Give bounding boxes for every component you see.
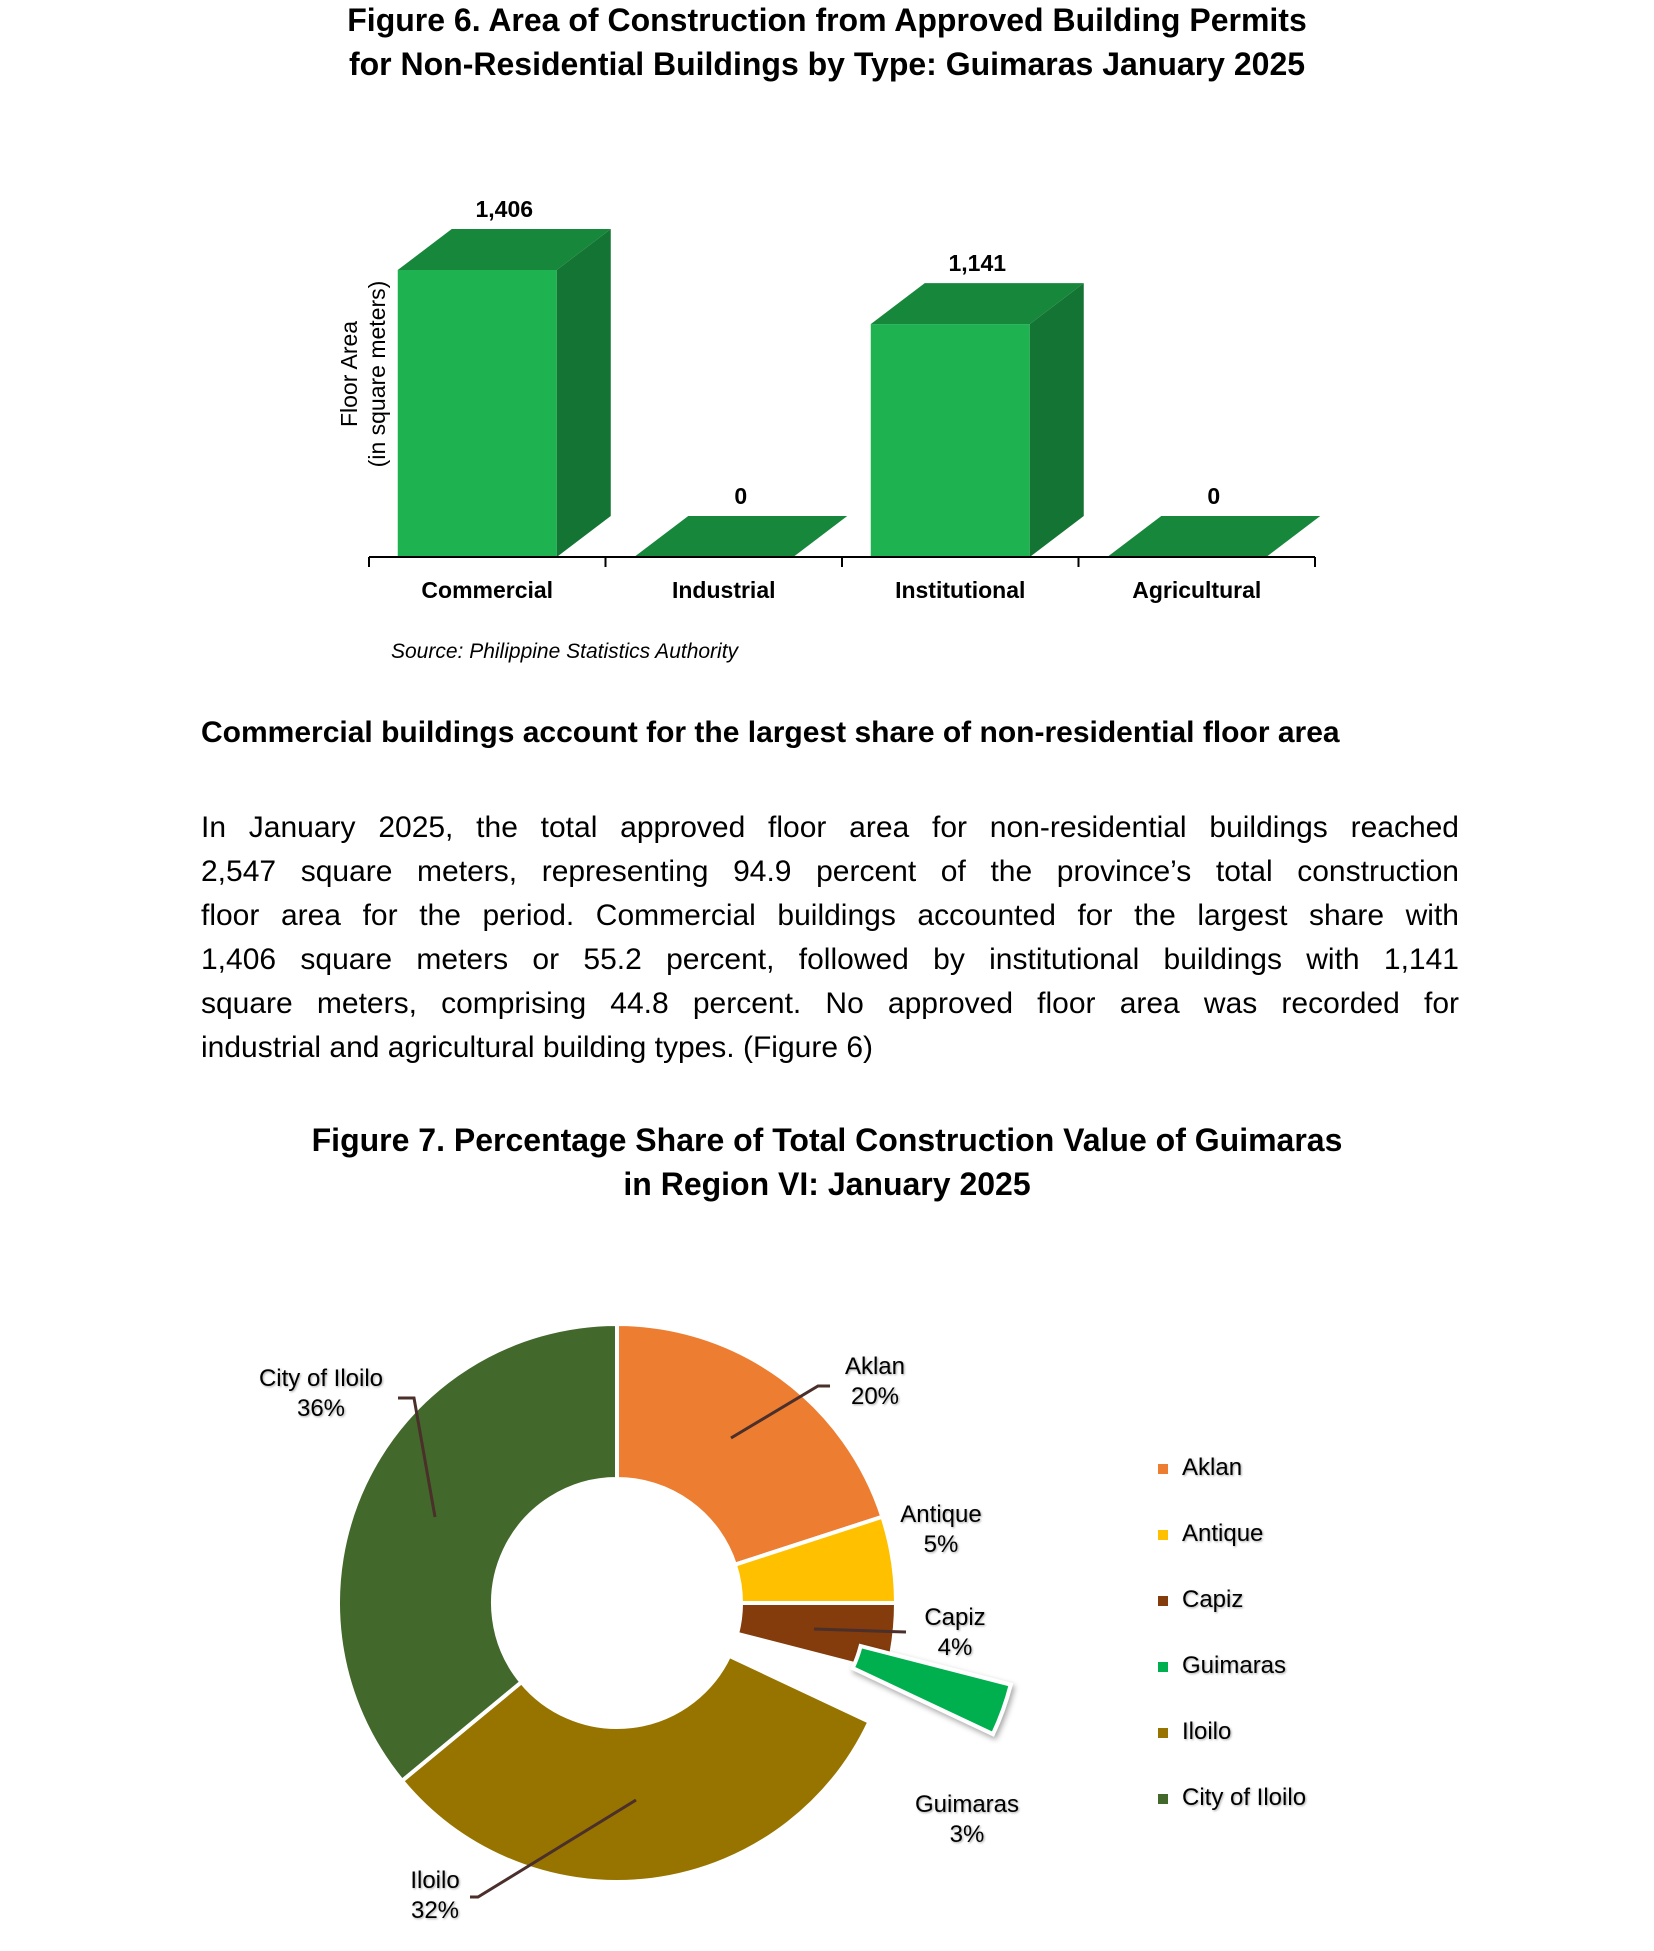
legend-swatch xyxy=(1158,1596,1168,1606)
bar-value-label: 1,406 xyxy=(475,196,533,222)
slice-iloilo xyxy=(399,1653,873,1884)
legend-swatch xyxy=(1158,1464,1168,1474)
slice-label-city-of-iloilo: City of Iloilo 36% xyxy=(259,1365,383,1422)
figure7-title-line2: in Region VI: January 2025 xyxy=(623,1166,1031,1202)
figure7-title: Figure 7. Percentage Share of Total Cons… xyxy=(0,1118,1654,1206)
slice-antique xyxy=(732,1514,899,1605)
bar-top xyxy=(397,229,611,270)
bar-front xyxy=(397,270,557,557)
bar-value-label: 0 xyxy=(1207,483,1220,509)
bar-agricultural: 0 Agricultural xyxy=(1107,483,1321,603)
slice-label-value: 4% xyxy=(938,1634,973,1661)
legend-label: Capiz xyxy=(1182,1586,1244,1613)
slice-label-capiz: Capiz 4% xyxy=(924,1604,985,1661)
slice-label-name: Capiz xyxy=(924,1604,985,1631)
bar-value-label: 1,141 xyxy=(948,250,1006,276)
leader-line xyxy=(813,1627,907,1634)
bar-front xyxy=(870,324,1030,557)
leader-lines xyxy=(398,1384,907,1899)
slice-capiz xyxy=(734,1601,899,1675)
slice-label-guimaras: Guimaras 3% xyxy=(915,1791,1019,1848)
chart-source: Source: Philippine Statistics Authority xyxy=(391,640,739,663)
slice-label-value: 5% xyxy=(924,1531,959,1558)
x-axis-ticks xyxy=(368,557,1316,567)
paragraph-line: 2,547 square meters, representing 94.9 p… xyxy=(201,855,1459,888)
slice-layer xyxy=(336,1321,1014,1884)
figure7-title-line1: Figure 7. Percentage Share of Total Cons… xyxy=(311,1122,1343,1158)
paragraph-line: In January 2025, the total approved floo… xyxy=(201,811,1459,844)
legend-label: Guimaras xyxy=(1182,1652,1287,1679)
legend-swatch xyxy=(1158,1662,1168,1672)
x-tick-label: Agricultural xyxy=(1132,577,1261,603)
legend-item: Capiz xyxy=(1158,1586,1306,1652)
legend-item: Aklan xyxy=(1158,1454,1306,1520)
bar-layer: 1,406 Commercial 0 Industrial 1,141 Instituti… xyxy=(397,196,1321,603)
x-tick-label: Commercial xyxy=(421,577,553,603)
y-axis-title-line1: Floor Area xyxy=(336,321,362,427)
slice-labels: Aklan 20% Antique 5% Capiz 4% Guimaras 3% Iloilo… xyxy=(259,1353,1019,1924)
slice-label-name: Guimaras xyxy=(915,1791,1019,1818)
slice-label-aklan: Aklan 20% xyxy=(845,1353,905,1410)
legend-label: Aklan xyxy=(1182,1454,1243,1481)
paragraph-line: floor area for the period. Commercial bu… xyxy=(201,899,1459,932)
bar-institutional: 1,141 Institutional xyxy=(870,250,1084,603)
figure6-title: Figure 6. Area of Construction from Appr… xyxy=(0,0,1654,86)
bar-chart: 1,406 Commercial 0 Industrial 1,141 Instituti… xyxy=(336,196,1321,603)
legend-item: City of Iloilo xyxy=(1158,1784,1306,1850)
slice-label-name: Iloilo xyxy=(410,1867,459,1894)
body-paragraph: In January 2025, the total approved floo… xyxy=(201,806,1459,1070)
leader-line xyxy=(470,1798,637,1899)
slice-label-value: 32% xyxy=(411,1897,459,1924)
legend-item: Antique xyxy=(1158,1520,1306,1586)
bar-top xyxy=(1107,516,1321,557)
slice-label-name: City of Iloilo xyxy=(259,1365,383,1392)
x-tick-label: Industrial xyxy=(672,577,776,603)
legend-item: Guimaras xyxy=(1158,1652,1306,1718)
slice-label-antique: Antique 5% xyxy=(900,1501,981,1558)
figure6-title-line1: Figure 6. Area of Construction from Appr… xyxy=(347,2,1307,38)
paragraph-line: square meters, comprising 44.8 percent. … xyxy=(201,987,1459,1020)
slice-label-iloilo: Iloilo 32% xyxy=(410,1867,459,1924)
bar-top xyxy=(870,283,1084,325)
legend-swatch xyxy=(1158,1530,1168,1540)
paragraph-line: 1,406 square meters or 55.2 percent, fol… xyxy=(201,943,1459,976)
slice-aklan xyxy=(615,1321,885,1568)
leader-line xyxy=(730,1384,830,1440)
slice-guimaras xyxy=(850,1643,1014,1737)
slice-city-of-iloilo xyxy=(336,1321,619,1784)
legend-label: City of Iloilo xyxy=(1182,1784,1307,1811)
bar-top xyxy=(634,516,848,557)
x-tick-label: Institutional xyxy=(895,577,1025,603)
bar-side xyxy=(556,229,611,557)
legend-label: Iloilo xyxy=(1182,1718,1232,1745)
legend-item: Iloilo xyxy=(1158,1718,1306,1784)
slice-label-name: Aklan xyxy=(845,1353,905,1380)
paragraph-line: industrial and agricultural building typ… xyxy=(201,1031,874,1064)
slice-label-name: Antique xyxy=(900,1501,981,1528)
slice-label-value: 20% xyxy=(851,1383,899,1410)
chart-legend: Aklan Antique Capiz Guimaras Iloilo City of I… xyxy=(1158,1454,1306,1850)
slice-label-value: 36% xyxy=(297,1395,345,1422)
y-axis-title: Floor Area (in square meters) xyxy=(336,281,390,468)
bar-industrial: 0 Industrial xyxy=(634,483,848,603)
section-headline: Commercial buildings account for the lar… xyxy=(201,716,1340,749)
slice-label-value: 3% xyxy=(950,1821,985,1848)
bar-side xyxy=(1029,283,1084,557)
leader-line xyxy=(398,1396,437,1518)
bar-commercial: 1,406 Commercial xyxy=(397,196,611,603)
legend-swatch xyxy=(1158,1728,1168,1738)
legend-label: Antique xyxy=(1182,1520,1264,1547)
figure6-title-line2: for Non-Residential Buildings by Type: G… xyxy=(348,46,1306,82)
bar-value-label: 0 xyxy=(734,483,747,509)
y-axis-title-line2: (in square meters) xyxy=(364,281,390,468)
legend-swatch xyxy=(1158,1794,1168,1804)
